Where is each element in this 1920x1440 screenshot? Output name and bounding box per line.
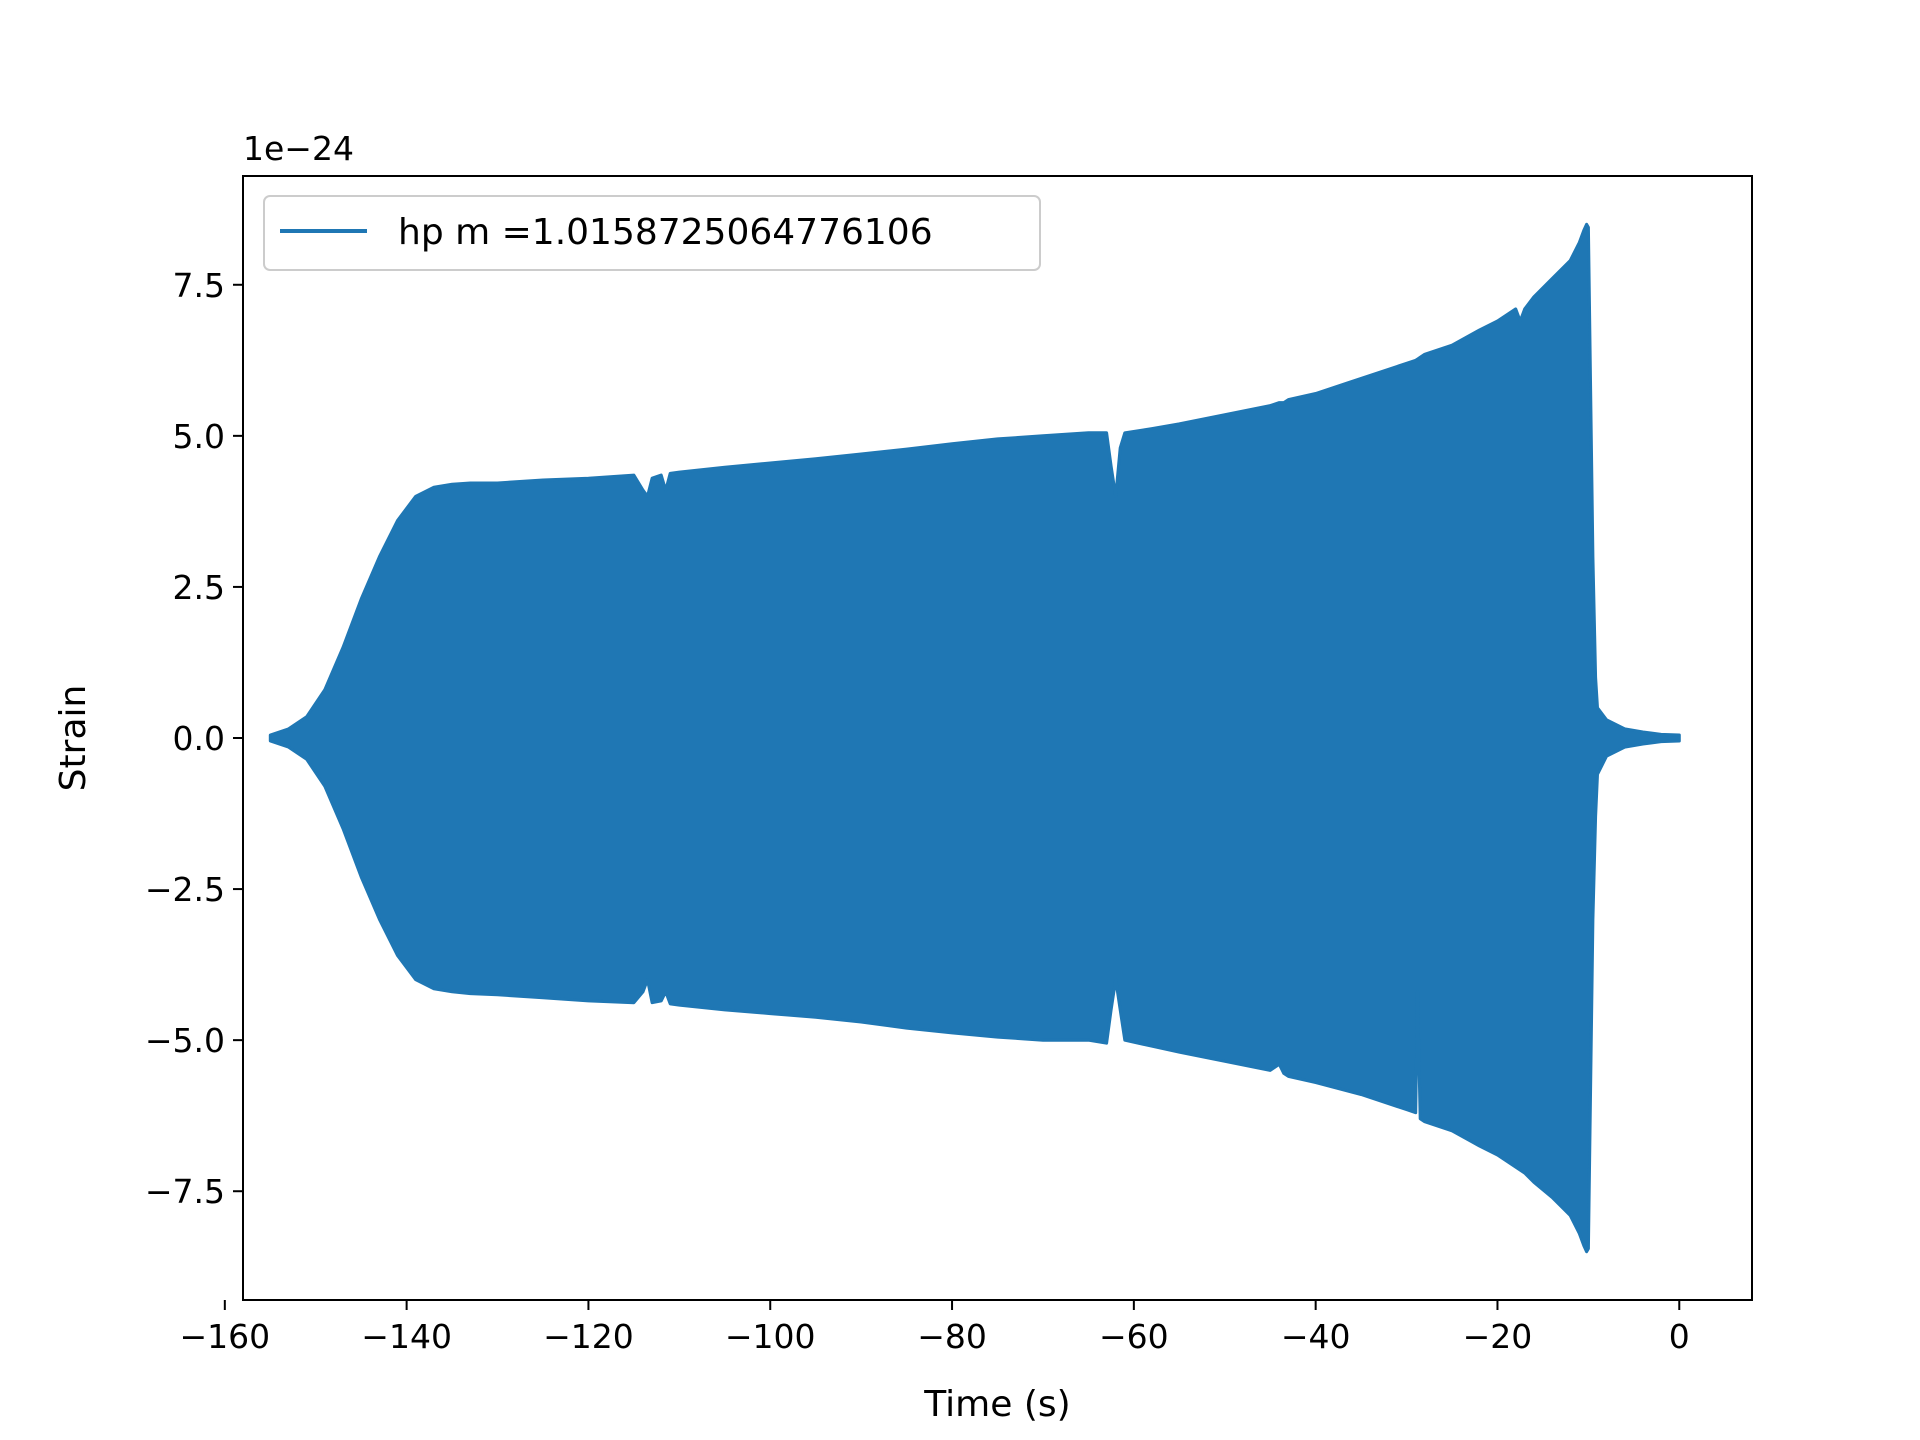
y-tick-label: −2.5 xyxy=(145,870,225,909)
x-tick-label: −60 xyxy=(1099,1317,1169,1356)
y-tick-label: −5.0 xyxy=(145,1021,225,1060)
plot-area xyxy=(268,222,1681,1254)
x-tick-label: −160 xyxy=(179,1317,270,1356)
y-axis-ticks: −7.5 −5.0 −2.5 0.0 2.5 5.0 7.5 xyxy=(145,266,243,1211)
x-tick-label: −80 xyxy=(917,1317,987,1356)
x-tick-label: −20 xyxy=(1463,1317,1533,1356)
x-axis-ticks: −160 −140 −120 −100 −80 −60 −40 −20 0 xyxy=(179,1300,1690,1356)
y-tick-label: 5.0 xyxy=(173,417,225,456)
x-tick-label: −40 xyxy=(1281,1317,1351,1356)
x-tick-label: −140 xyxy=(361,1317,452,1356)
y-axis-label: Strain xyxy=(53,685,94,792)
x-tick-label: −100 xyxy=(725,1317,816,1356)
series-hp-envelope xyxy=(268,222,1681,1254)
legend-box xyxy=(263,195,1041,271)
axes-frame xyxy=(242,175,1753,1301)
legend-entry-label: hp m =1.0158725064776106 xyxy=(398,212,933,253)
x-axis-label: Time (s) xyxy=(923,1384,1070,1425)
legend: hp m =1.0158725064776106 xyxy=(263,195,1041,271)
x-tick-label: −120 xyxy=(543,1317,634,1356)
y-tick-label: 2.5 xyxy=(173,568,225,607)
y-tick-label: −7.5 xyxy=(145,1172,225,1211)
y-tick-label: 0.0 xyxy=(173,719,225,758)
x-tick-label: 0 xyxy=(1669,1317,1690,1356)
y-offset-label: 1e−24 xyxy=(243,129,354,168)
y-tick-label: 7.5 xyxy=(173,266,225,305)
